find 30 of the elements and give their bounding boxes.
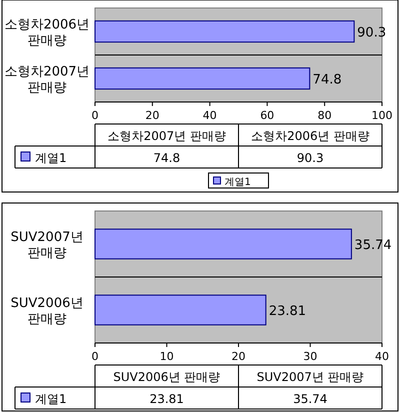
category-label: 소형차2007년 판매량 bbox=[108, 129, 226, 143]
x-tick-label: 30 bbox=[303, 350, 318, 363]
text: 90.3 bbox=[296, 151, 324, 165]
category-label: SUV2006년 판매량 bbox=[113, 370, 220, 384]
y-tick-label: SUV2007년 판매량 bbox=[10, 230, 84, 261]
legend-label: 계열1 bbox=[35, 392, 67, 406]
legend-label: 계열1 bbox=[35, 151, 67, 165]
x-tick-label: 60 bbox=[260, 109, 274, 122]
x-tick-label: 100 bbox=[372, 109, 392, 122]
category-label: 소형차2006년 판매량 bbox=[251, 129, 370, 143]
x-tick-label: 20 bbox=[145, 109, 160, 122]
x-tick-label: 10 bbox=[160, 350, 174, 363]
x-tick-label: 0 bbox=[92, 109, 98, 122]
y-tick-label: 소형차2006년 판매량 bbox=[4, 18, 90, 48]
text: 35.74 bbox=[293, 392, 328, 406]
legend: 계열1 bbox=[208, 172, 269, 188]
x-tick-label: 40 bbox=[202, 109, 217, 122]
x-tick-label: 0 bbox=[92, 350, 98, 363]
x-tick-label: 20 bbox=[232, 350, 246, 363]
text: 23.81 bbox=[150, 392, 184, 406]
data-label: 23.81 bbox=[268, 304, 306, 319]
category-label: SUV2007년 판매량 bbox=[256, 370, 364, 384]
y-tick-label: 소형차2007년 판매량 bbox=[4, 64, 90, 96]
data-label: 35.74 bbox=[354, 238, 392, 253]
data-label: 90.3 bbox=[357, 26, 386, 40]
text: 74.8 bbox=[153, 151, 180, 165]
x-tick-label: 80 bbox=[318, 109, 332, 122]
x-tick-label: 40 bbox=[375, 350, 389, 363]
y-tick-label: SUV2006년 판매량 bbox=[10, 296, 84, 327]
data-label: 74.8 bbox=[312, 72, 342, 88]
